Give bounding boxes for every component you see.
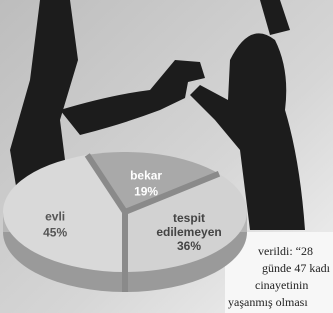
slice-value: 36% [177,239,201,253]
chart: evli45%bekar19%tespitedilemeyen36% veril… [0,0,333,313]
slice-value: 45% [43,226,67,240]
annotation: cinayetinin [255,278,308,292]
slice-label: evli [45,210,65,224]
annotation: verildi: “28 [258,244,313,258]
slice-value: 19% [134,184,158,198]
annotation: günde 47 kadı [262,261,331,275]
slice-label: bekar [130,168,162,182]
annotation: yaşanmış olması [228,295,308,309]
